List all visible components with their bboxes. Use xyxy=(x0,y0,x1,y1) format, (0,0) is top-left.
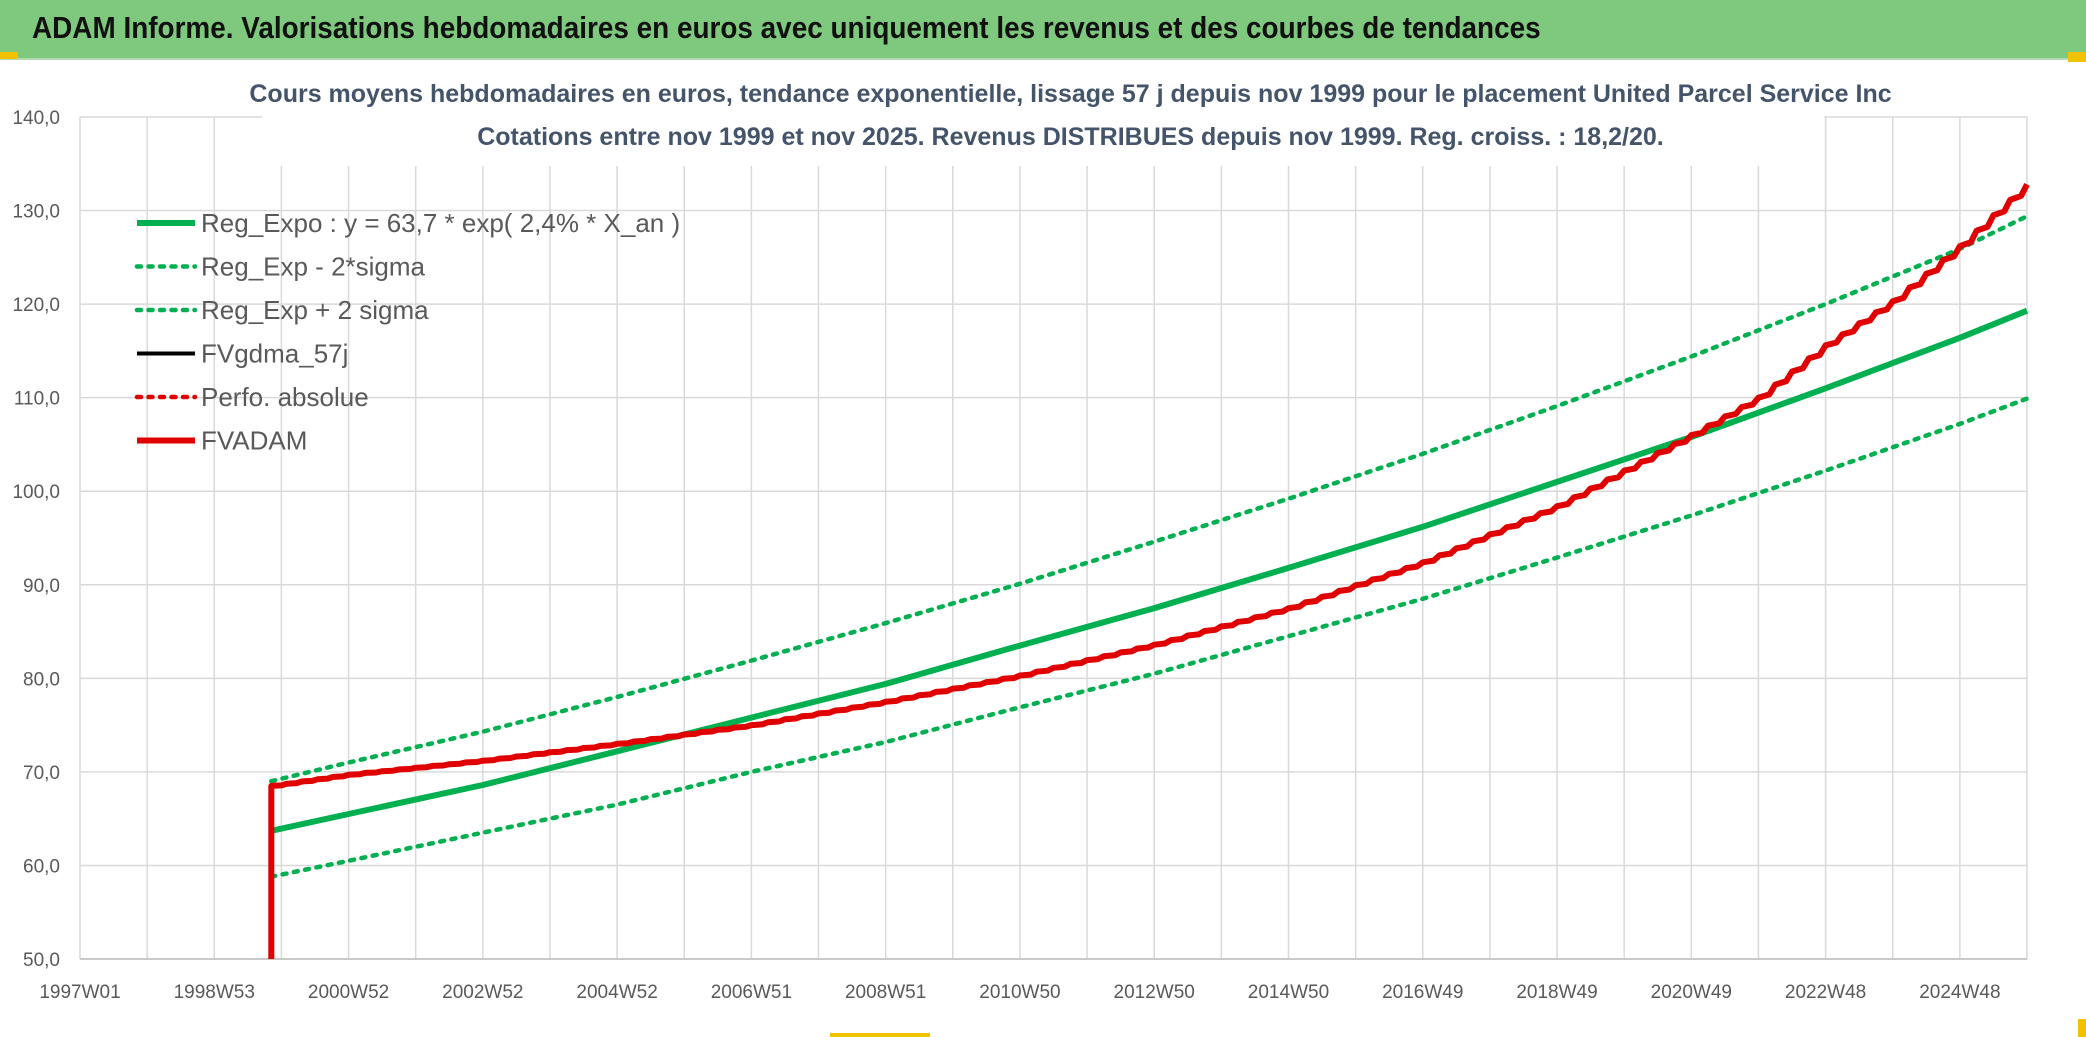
chart-title-line: Cours moyens hebdomadaires en euros, ten… xyxy=(249,80,1891,108)
report-title: ADAM Informe. Valorisations hebdomadaire… xyxy=(32,10,1541,45)
series-line-6 xyxy=(268,183,2030,959)
legend-label-3: Reg_Exp + 2 sigma xyxy=(201,295,429,325)
y-tick-label: 120,0 xyxy=(12,295,60,316)
chart: 50,0 60,0 70,0 80,0 90,0 100,0 110,0 120,0 130,0… xyxy=(12,62,2030,1003)
y-tick-label: 140,0 xyxy=(12,108,60,129)
x-tick-label: 2020W49 xyxy=(1651,982,1732,1003)
legend-label-2: Reg_Exp - 2*sigma xyxy=(201,252,426,282)
x-tick-label: 2022W48 xyxy=(1785,982,1866,1003)
x-tick-label: 2012W50 xyxy=(1114,982,1195,1003)
x-tick-label: 2000W52 xyxy=(308,982,389,1003)
x-tick-label: 2002W52 xyxy=(442,982,523,1003)
series-line-2 xyxy=(269,396,2030,879)
chart-title-line: Cotations entre nov 1999 et nov 2025. Re… xyxy=(477,123,1664,151)
x-tick-label: 1998W53 xyxy=(174,982,255,1003)
legend-label-6: FVADAM xyxy=(201,426,307,456)
series-line-3 xyxy=(269,213,2030,784)
x-tick-label: 1997W01 xyxy=(39,982,120,1003)
y-tick-label: 50,0 xyxy=(23,950,60,971)
x-tick-label: 2010W50 xyxy=(979,982,1060,1003)
chart-grid xyxy=(79,116,2028,960)
x-tick-label: 2008W51 xyxy=(845,982,926,1003)
chart-series xyxy=(268,183,2030,959)
x-tick-label: 2018W49 xyxy=(1516,982,1597,1003)
corner-mark-bottom-right xyxy=(2078,1019,2086,1037)
report-banner: ADAM Informe. Valorisations hebdomadaire… xyxy=(0,0,2086,60)
y-tick-label: 60,0 xyxy=(23,856,60,877)
chart-legend: Reg_Expo : y = 63,7 * exp( 2,4% * X_an )… xyxy=(134,208,680,456)
y-tick-label: 70,0 xyxy=(23,763,60,784)
chart-title: Cours moyens hebdomadaires en euros, ten… xyxy=(249,62,1892,166)
x-tick-label: 2016W49 xyxy=(1382,982,1463,1003)
x-tick-label: 2006W51 xyxy=(711,982,792,1003)
y-tick-label: 130,0 xyxy=(12,202,60,223)
series-line-1 xyxy=(270,307,2029,834)
corner-mark-bottom-center xyxy=(830,1033,930,1037)
y-tick-label: 110,0 xyxy=(14,389,60,410)
legend-label-5: Perfo. absolue xyxy=(201,382,369,412)
corner-mark-top-left xyxy=(0,52,18,59)
corner-mark-top-right xyxy=(2068,52,2086,62)
legend-label-4: FVgdma_57j xyxy=(201,339,348,369)
x-tick-label: 2024W48 xyxy=(1919,982,2000,1003)
x-tick-label: 2004W52 xyxy=(576,982,657,1003)
y-tick-label: 100,0 xyxy=(12,482,60,503)
chart-axes: 50,0 60,0 70,0 80,0 90,0 100,0 110,0 120,0 130,0… xyxy=(12,108,2027,1003)
y-tick-label: 80,0 xyxy=(23,669,60,690)
y-tick-label: 90,0 xyxy=(23,576,60,597)
x-tick-label: 2014W50 xyxy=(1248,982,1329,1003)
legend-label-1: Reg_Expo : y = 63,7 * exp( 2,4% * X_an ) xyxy=(201,208,680,238)
chart-title-background xyxy=(262,62,1824,166)
